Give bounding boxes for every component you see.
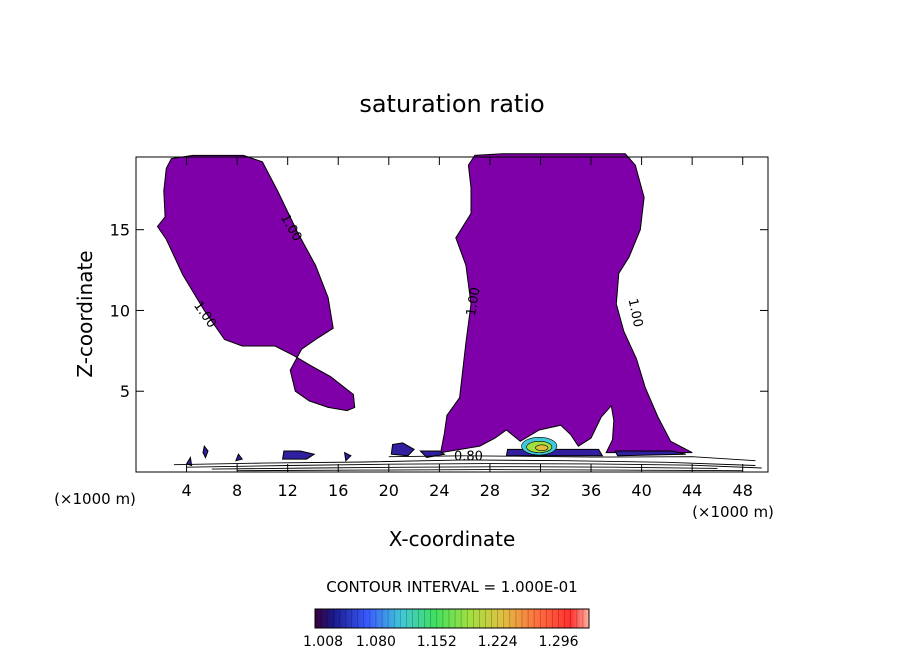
contour-label-2: 1.00 <box>464 286 484 317</box>
region-patch-6 <box>614 450 686 457</box>
x-tick-label: 16 <box>328 481 348 500</box>
contour-field <box>156 153 693 467</box>
colorbar-tick-label: 1.080 <box>356 634 396 650</box>
colorbar-tick-label: 1.296 <box>539 634 579 650</box>
core-level-2 <box>535 444 549 451</box>
x-tick-label: 36 <box>581 481 601 500</box>
chart-title: saturation ratio <box>359 90 544 118</box>
colorbar-tick-label: 1.224 <box>478 634 518 650</box>
region-patch-2 <box>282 450 316 460</box>
y-tick-label: 15 <box>110 221 130 240</box>
colorbar-ticks: 1.008 1.080 1.152 1.224 1.296 <box>303 634 579 650</box>
region-patch-1 <box>202 445 209 459</box>
contour-label-3: 1.00 <box>625 297 646 328</box>
region-cloud-right <box>439 153 693 454</box>
x-tick-label: 32 <box>530 481 550 500</box>
colorbar <box>314 608 590 629</box>
x-tick-label: 48 <box>733 481 753 500</box>
colorbar-tick-label: 1.152 <box>417 634 457 650</box>
region-patch-3 <box>343 451 352 462</box>
ground-contour-4 <box>388 455 756 462</box>
region-patch-7 <box>235 453 244 462</box>
y-axis-ticks: 5 10 15 <box>110 221 768 401</box>
x-unit-right: (×1000 m) <box>692 503 774 521</box>
region-cloud-left <box>156 154 356 412</box>
x-unit-left: (×1000 m) <box>54 490 136 508</box>
x-tick-label: 20 <box>379 481 399 500</box>
y-tick-label: 10 <box>110 301 130 320</box>
colorbar-stripes <box>320 609 584 628</box>
colorbar-tick-label: 1.008 <box>303 634 343 650</box>
ground-contour-0 <box>173 459 756 466</box>
supersaturation-core <box>521 436 558 456</box>
y-tick-label: 5 <box>120 382 130 401</box>
x-tick-label: 4 <box>181 481 191 500</box>
contour-interval-text: CONTOUR INTERVAL = 1.000E-01 <box>326 578 577 596</box>
x-tick-label: 24 <box>429 481 449 500</box>
contour-label-4: 0.80 <box>454 450 483 465</box>
x-axis-ticks: 4 8 12 16 20 24 28 32 36 40 44 48 <box>181 157 753 500</box>
region-patch-4 <box>390 442 415 457</box>
x-tick-label: 44 <box>682 481 702 500</box>
x-tick-label: 40 <box>631 481 651 500</box>
y-axis-label: Z-coordinate <box>73 250 97 377</box>
x-axis-label: X-coordinate <box>389 527 516 551</box>
x-tick-label: 28 <box>480 481 500 500</box>
x-tick-label: 12 <box>278 481 298 500</box>
ground-contour-2 <box>211 466 718 470</box>
x-tick-label: 8 <box>232 481 242 500</box>
plot-frame <box>135 156 769 473</box>
